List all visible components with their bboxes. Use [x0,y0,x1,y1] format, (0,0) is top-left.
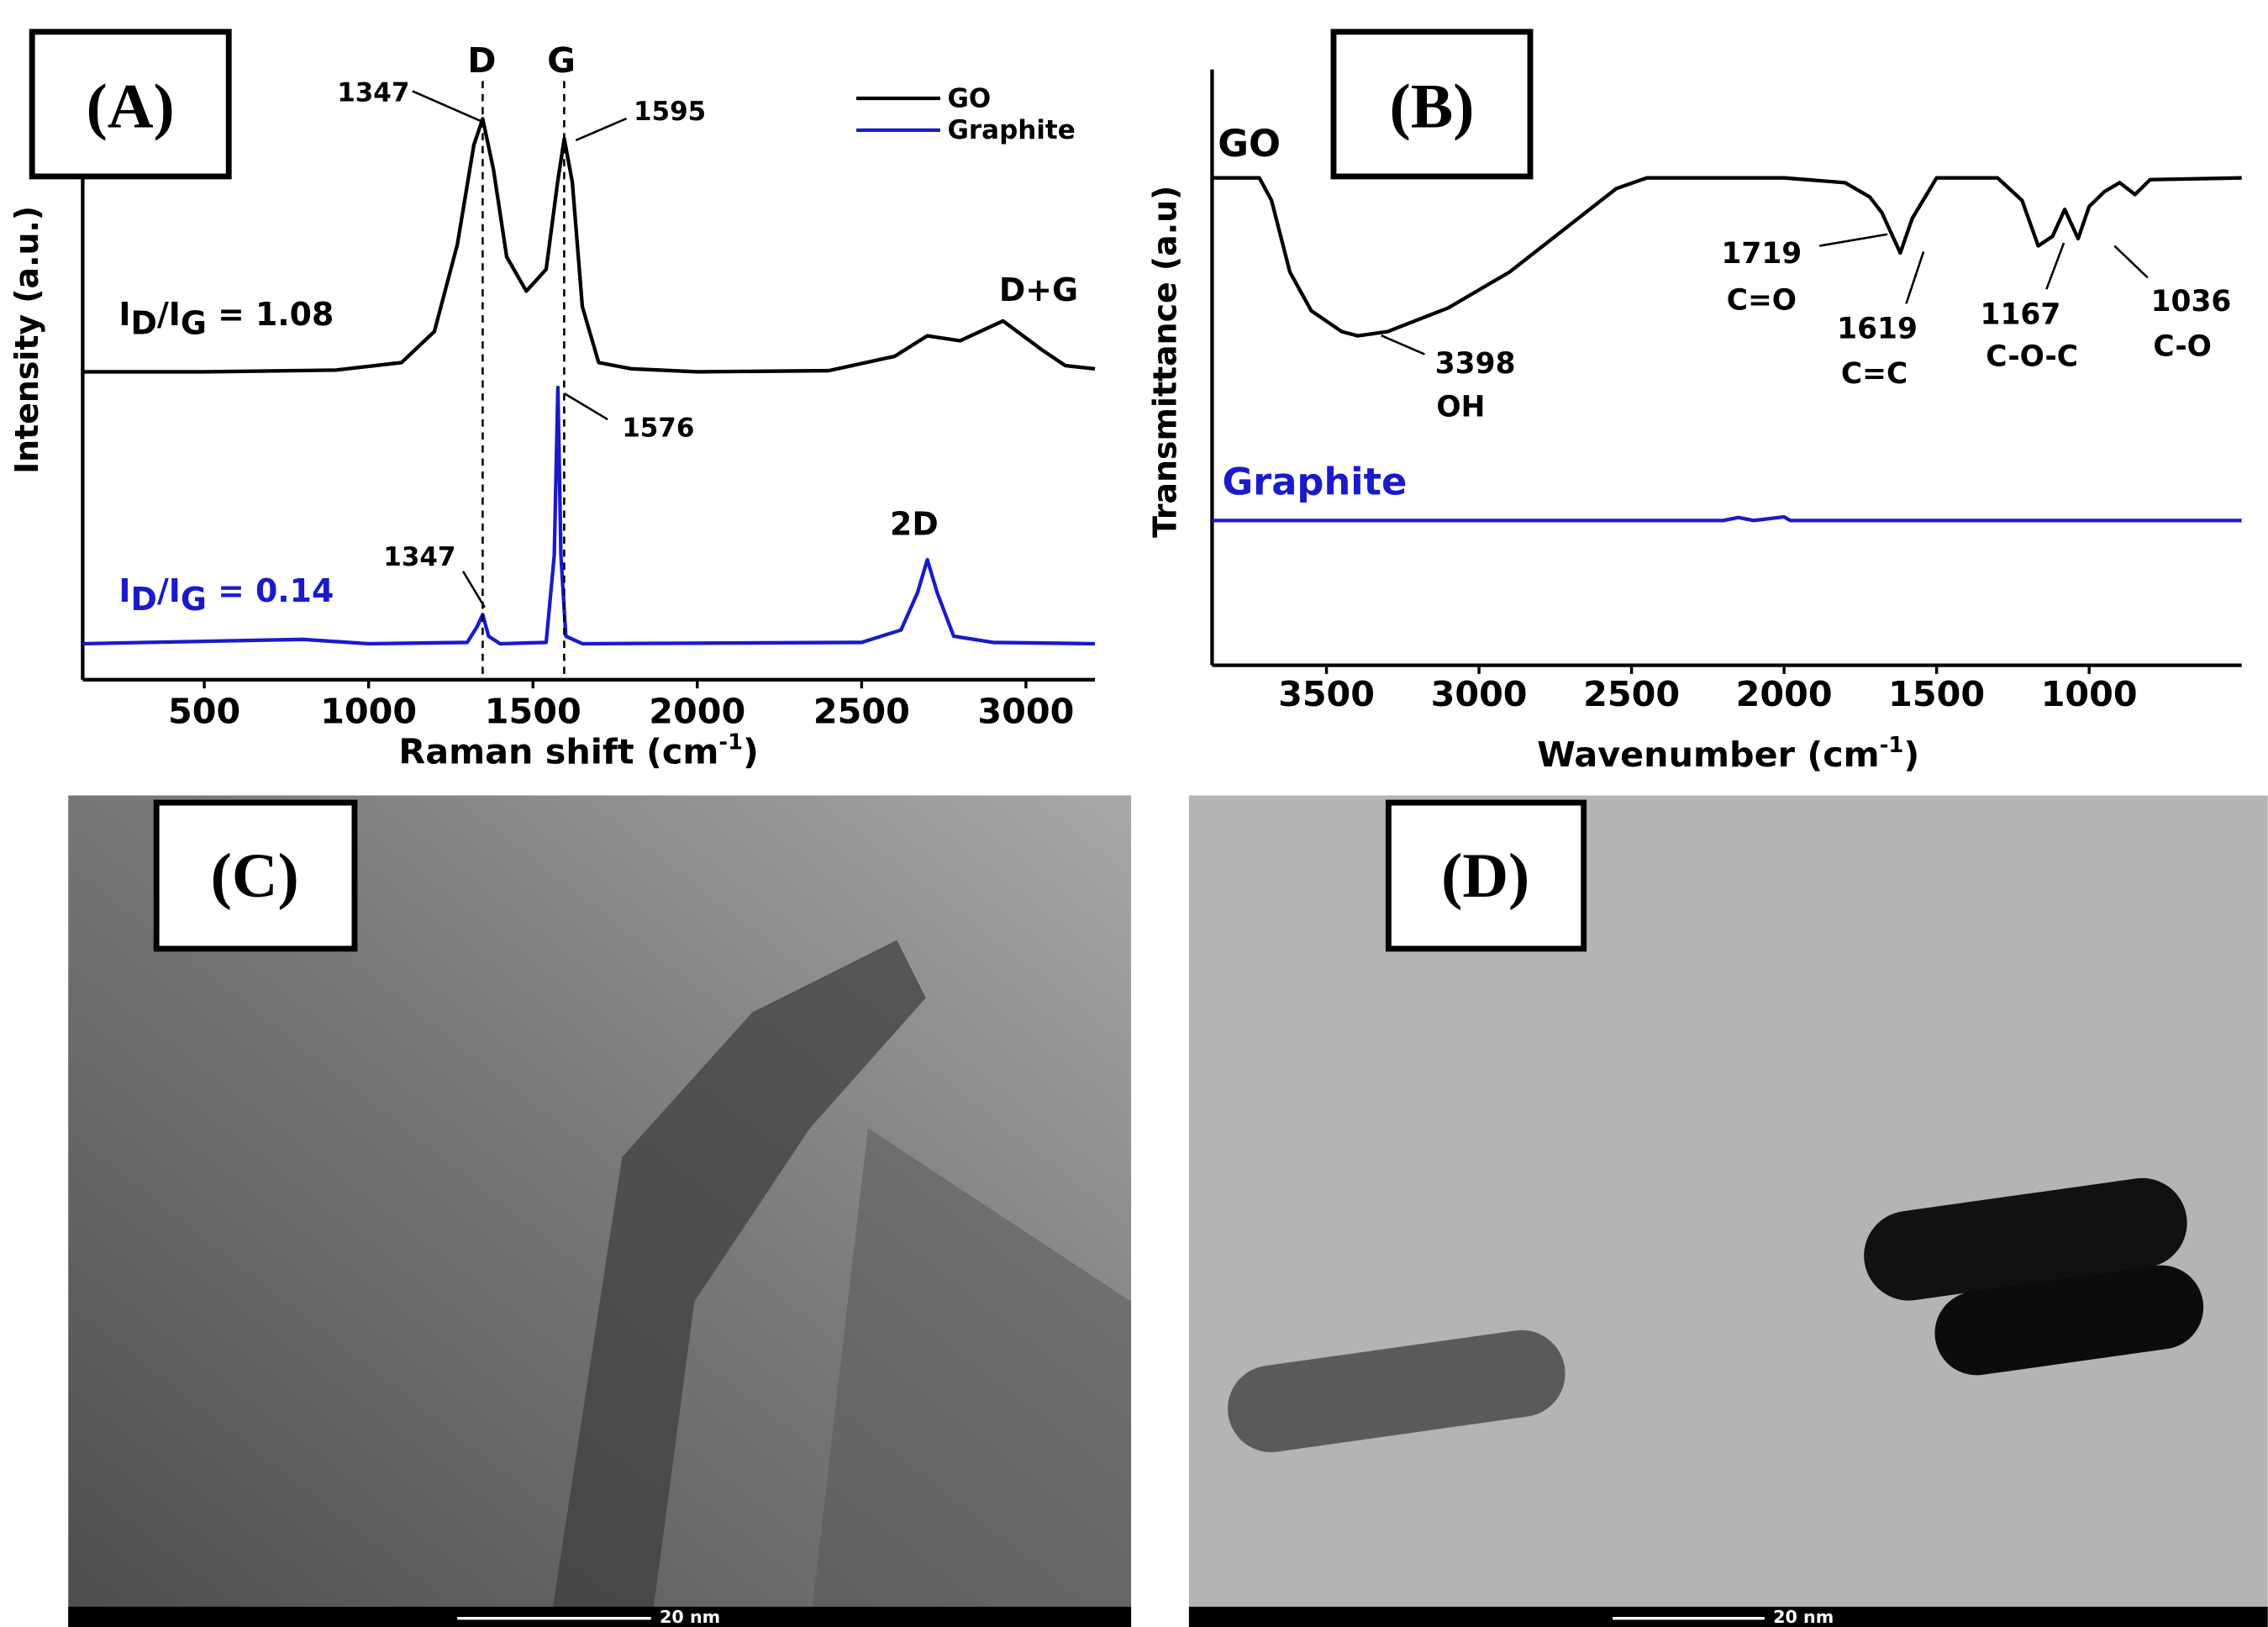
annotation-leader [576,118,626,140]
x-tick-label: 1000 [320,691,417,731]
ratio-part: /I [157,572,181,609]
annotation-leader [1819,234,1887,246]
ratio-part: = 1.08 [207,296,334,333]
x-tick-label: 2000 [649,691,745,731]
chart: 3500 3000 2500 2000 1500 1000 Transmittance (a… [1146,32,2241,775]
annotation: G [547,40,576,81]
annotation-leader [2114,246,2148,278]
x-axis-label: Wavenumber (cm-1) [1537,733,1919,775]
ratio-part: D [131,305,157,342]
scale-bar-label: 20 nm [660,1607,720,1627]
legend-label: Graphite [948,115,1076,145]
series-label: Graphite [1222,460,1407,504]
ratio-part: G [181,305,207,342]
annotation: C-O [2153,329,2212,363]
scale-bar-label: 20 nm [1773,1607,1834,1627]
ratio-part: = 0.14 [207,572,334,609]
ratio-part: I [118,572,130,609]
annotation: C=O [1727,283,1797,317]
x-axis-label-part: ) [1903,735,1919,775]
panel-label: (B) [1390,71,1475,141]
panel-label: (A) [87,71,175,141]
x-tick-label: 1500 [485,691,581,731]
x-axis-label-part: Wavenumber (cm [1537,735,1879,775]
y-axis-label: Transmittance (a.u) [1146,186,1183,538]
ratio-part: /I [157,296,181,333]
annotation: 1167 [1981,297,2061,331]
annotation: 1719 [1721,237,1802,271]
x-axis-label-part: -1 [1880,733,1904,758]
y-axis-label: Intensity (a.u.) [8,206,45,474]
x-tick-label: 2500 [813,691,910,731]
x-tick-label: 500 [168,691,240,731]
annotation-leader [564,393,608,419]
x-axis-label-part: -1 [718,729,743,755]
ratio-part: D [131,581,157,618]
legend-label: GO [948,83,992,113]
figure: 20 nm 20 nm (C) (D) 50010001500200025003… [0,0,2268,1627]
x-tick-label: 2500 [1583,674,1680,714]
series-line [82,118,1095,371]
annotation: D+G [999,271,1078,308]
annotation: 1576 [622,413,694,444]
x-axis-label: Raman shift (cm-1) [398,729,758,771]
annotation-leader [2046,243,2064,289]
panel-label: (D) [1441,841,1529,911]
annotation: D [467,40,496,81]
annotation-leader [413,91,482,121]
ratio-part: I [118,296,130,333]
annotation-leader [1381,335,1425,354]
x-tick-label: 1500 [1888,674,1985,714]
x-tick-label: 3000 [1431,674,1528,714]
annotation: C=C [1841,357,1908,391]
x-axis-label-part: Raman shift (cm [398,732,718,772]
ratio-part: G [181,581,207,618]
annotation-leader [463,571,485,608]
annotation: 3398 [1435,347,1516,381]
annotation: C-O-C [1986,340,2078,373]
annotation: 1347 [337,77,409,108]
ratio-label: ID/IG = 0.14 [118,572,334,618]
annotation: 1595 [634,97,706,127]
x-tick-label: 2000 [1736,674,1833,714]
annotation-leader [1906,251,1923,303]
x-tick-label: 1000 [2041,674,2138,714]
series-label: GO [1218,121,1281,166]
annotation: 1347 [383,542,455,572]
series-line [1212,517,2241,520]
annotation: 2D [890,506,939,543]
x-axis-label-part: ) [743,732,759,772]
annotation: 1619 [1837,313,1918,346]
x-tick-label: 3000 [977,691,1074,731]
annotation: OH [1436,391,1485,424]
panel-label: (C) [211,841,299,911]
chart: 500 1000 1500 2000 2500 3000 Intensity (a.u.) R… [8,32,1095,772]
ratio-label: ID/IG = 1.08 [118,296,334,341]
annotation: 1036 [2151,285,2232,319]
x-tick-label: 3500 [1278,674,1375,714]
